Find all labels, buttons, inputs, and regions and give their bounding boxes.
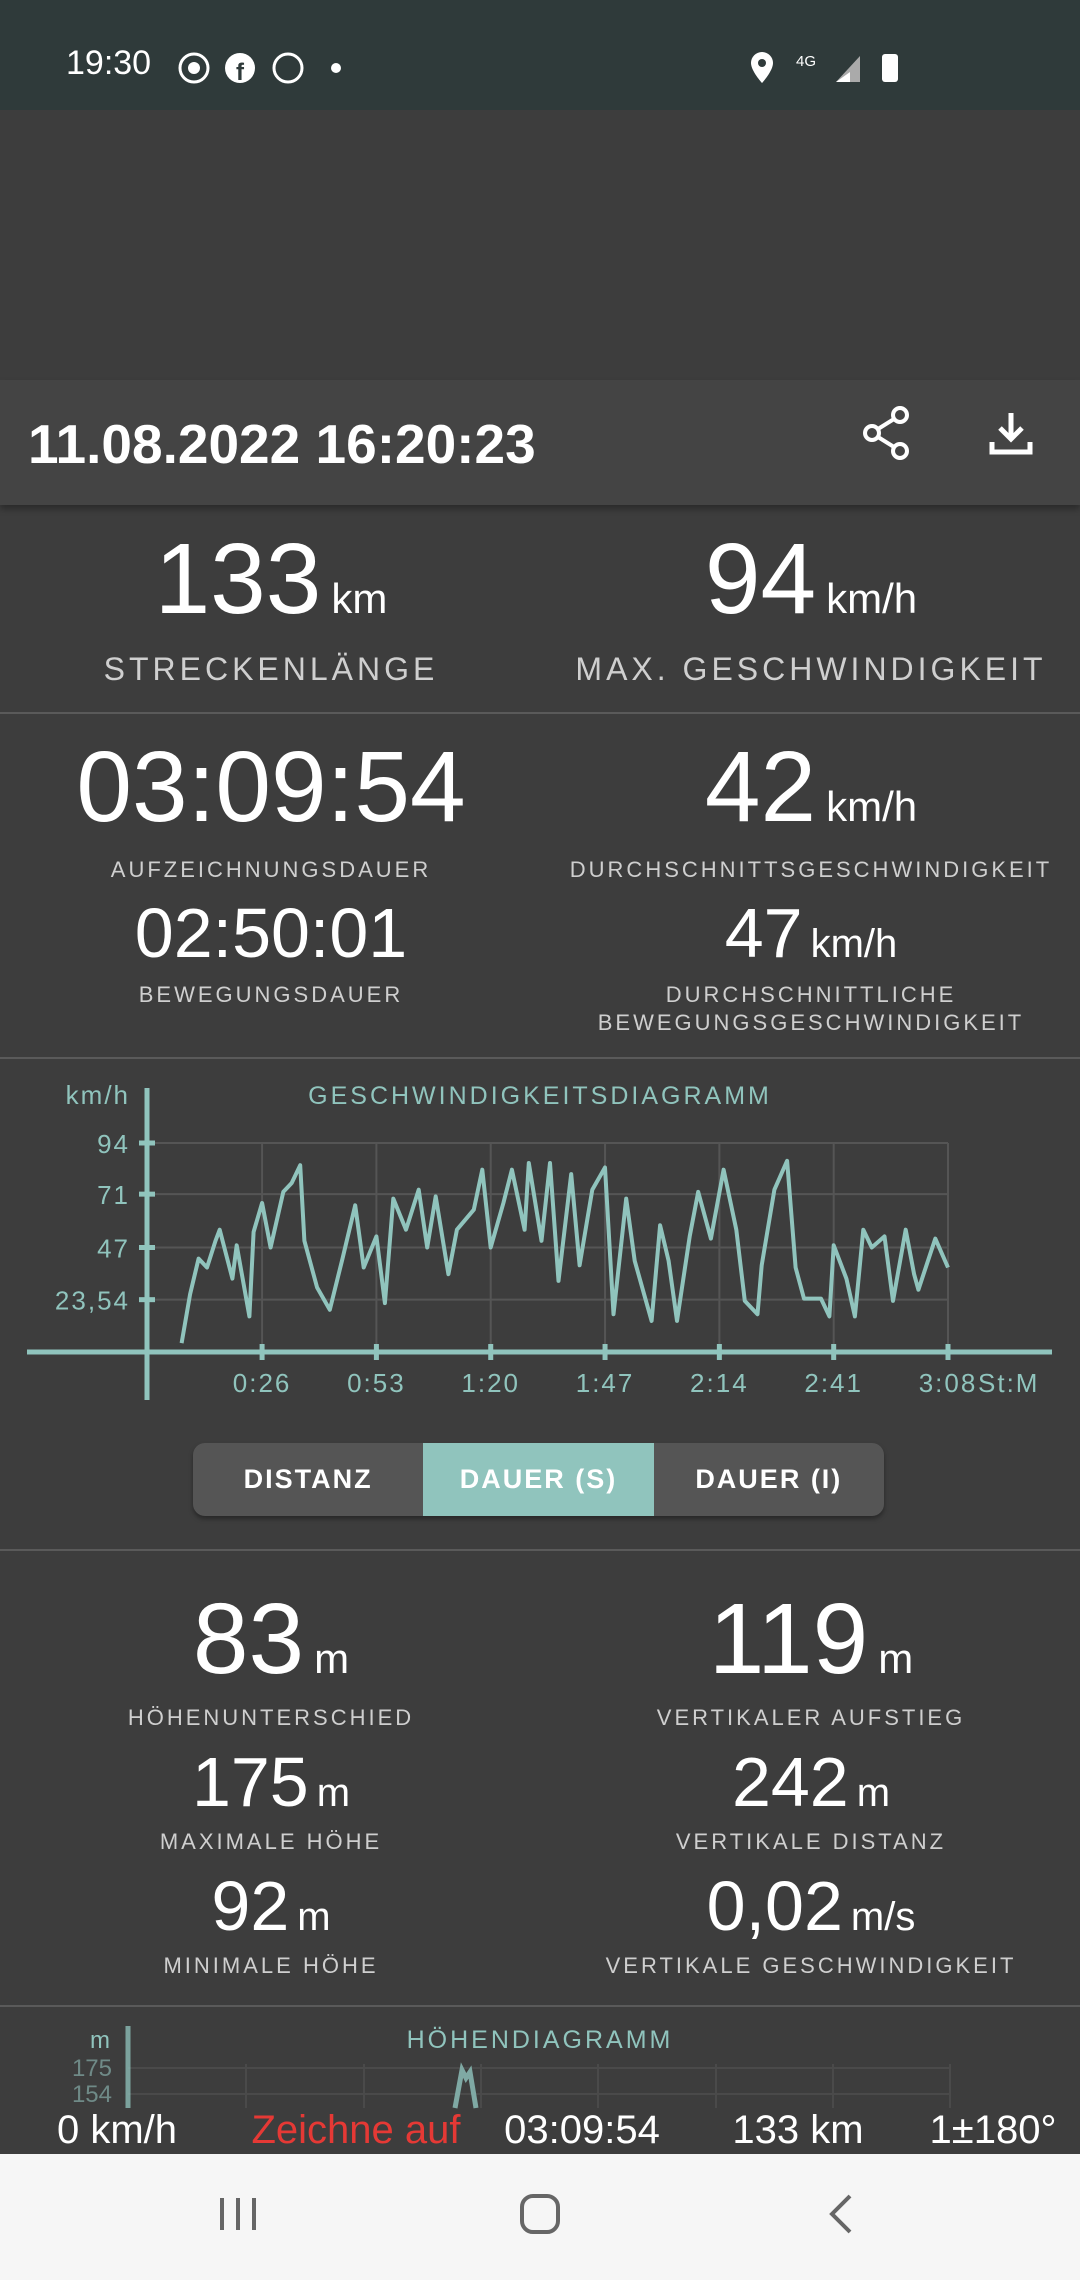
home-icon[interactable] [518,2192,562,2236]
x-tick-label: 2:14 [690,1368,749,1398]
elevation-ytick: 154 [72,2081,112,2108]
status-time: 19:30 [66,44,152,82]
current-duration: 03:09:54 [504,2108,660,2152]
speed-line [179,1158,950,1344]
mode-distance-button[interactable]: DISTANZ [243,1464,373,1494]
current-speed: 0 km/h [56,2108,178,2152]
max-speed-value: 94 km/h [704,523,918,635]
ascent-label: VERTIKALER AUFSTIEG [656,1705,966,1730]
y-tick-label: 23,54 [55,1286,130,1316]
moving-duration-value: 02:50:01 [134,894,408,972]
system-icons: 4G [751,52,898,83]
whatsapp-icon [272,52,304,84]
max-elevation-label: MAXIMALE HÖHE [159,1829,383,1854]
y-tick-label: 94 [97,1129,130,1159]
elevation-diff-value: 83 m [192,1583,350,1695]
vertical-distance-label: VERTIKALE DISTANZ [675,1829,947,1854]
elevation-chart: m HÖHENDIAGRAMM 175 154 [72,2026,951,2109]
recents-icon[interactable] [216,2194,260,2234]
y-tick-label: 71 [97,1180,130,1210]
page-title: 11.08.2022 16:20:23 [28,413,536,475]
max-elevation-value: 175 m [191,1743,351,1821]
avg-speed-label: DURCHSCHNITTSGESCHWINDIGKEIT [569,857,1053,882]
elevation-y-unit: m [90,2027,110,2054]
current-distance: 133 km [732,2108,864,2152]
elevation-ytick: 175 [72,2055,112,2082]
elevation-line [452,2062,479,2109]
status-bar: 19:30 f 4G [0,0,1080,110]
min-elevation-label: MINIMALE HÖHE [163,1953,379,1978]
location-icon [751,52,773,83]
navigation-bar [0,2154,1080,2280]
max-speed-label: MAX. GESCHWINDIGKEIT [575,651,1047,687]
battery-icon [882,54,898,82]
divider [0,2005,1080,2007]
mode-duration-s-button[interactable]: DAUER (S) [423,1443,654,1516]
x-tick-label: 2:41 [804,1368,863,1398]
chart-title: GESCHWINDIGKEITSDIAGRAMM [308,1082,772,1110]
ascent-value: 119 m [708,1583,914,1695]
avg-speed-value: 42 km/h [704,731,918,843]
elevation-diff-label: HÖHENUNTERSCHIED [127,1705,415,1730]
distance-label: STRECKENLÄNGE [103,651,439,687]
vertical-speed-label: VERTIKALE GESCHWINDIGKEIT [605,1953,1017,1978]
x-tick-label: 0:26 [233,1368,292,1398]
x-axis-unit: St:M [978,1368,1039,1398]
min-elevation-value: 92 m [211,1867,331,1945]
avg-moving-speed-value: 47 km/h [724,894,898,972]
record-duration-label: AUFZEICHNUNGSDAUER [110,857,432,882]
x-tick-label: 0:53 [347,1368,406,1398]
download-icon[interactable] [988,410,1034,456]
x-tick-label: 1:20 [461,1368,520,1398]
gps-accuracy: 1±180° [929,2108,1057,2152]
svg-text:f: f [236,59,245,86]
share-icon[interactable] [860,405,912,461]
y-tick-label: 47 [97,1234,130,1264]
facebook-icon [225,53,255,83]
signal-icon [836,56,860,82]
x-tick-label: 3:08 [919,1368,978,1398]
x-tick-label: 1:47 [576,1368,635,1398]
header: 11.08.2022 16:20:23 [0,380,1080,505]
mode-duration-i-button[interactable]: DAUER (I) [695,1464,843,1494]
network-type: 4G [796,53,816,70]
divider [0,1549,1080,1551]
dot-icon [331,63,341,73]
moving-duration-label: BEWEGUNGSDAUER [138,982,404,1007]
avg-moving-speed-label: DURCHSCHNITTLICHE BEWEGUNGSGESCHWINDIGKEI… [597,982,1025,1035]
divider [0,712,1080,714]
recording-status: Zeichne auf [251,2108,461,2152]
record-icon [178,52,210,84]
notification-icons: f [178,52,341,86]
vertical-speed-value: 0,02 m/s [706,1867,916,1945]
distance-value: 133 km [154,523,388,635]
divider [0,1057,1080,1059]
record-duration-value: 03:09:54 [76,731,466,843]
back-icon[interactable] [826,2192,856,2236]
speed-chart: 94 71 47 23,54 0:26 0:53 1:20 1:47 2:14 2:41 3:08 S… [27,1080,1052,1400]
elevation-chart-title: HÖHENDIAGRAMM [407,2026,674,2054]
vertical-distance-value: 242 m [731,1743,891,1821]
mode-toggle: DISTANZ DAUER (S) DAUER (I) [193,1443,884,1516]
y-axis-unit: km/h [66,1080,130,1110]
